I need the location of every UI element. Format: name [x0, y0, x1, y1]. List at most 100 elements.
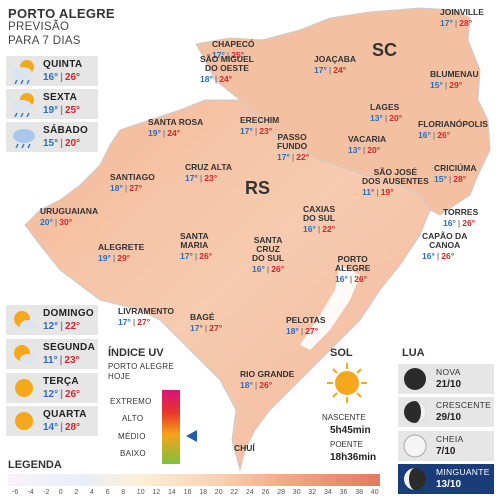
legend-value: 40: [370, 489, 379, 496]
forecast-temps: 12° | 26°: [43, 389, 81, 400]
city-temps: 11° | 19°: [362, 187, 394, 197]
sun-cloud-icon: [14, 311, 36, 330]
city-label: JOINVILLE: [440, 7, 484, 17]
rs-state-shape: [24, 99, 431, 472]
sun-icon: [327, 363, 367, 403]
city-label: PORTO ALEGRE: [335, 254, 371, 273]
legend-value: -2: [43, 489, 50, 496]
uv-scale-bar: [162, 390, 180, 464]
sunset-time: 18h36min: [330, 452, 377, 463]
city-temps: 17° | 23°: [185, 173, 218, 183]
uv-level-extremo: EXTREMO: [110, 397, 152, 406]
city-label: VACARIA: [348, 134, 387, 144]
city-temps: 16° | 26°: [418, 130, 451, 140]
sun-cloud-rain-icon: [12, 93, 34, 117]
city-label: SANTIAGO: [110, 172, 155, 182]
city-temps: 17° | 27°: [118, 317, 151, 327]
header-title: PORTO ALEGRE: [8, 6, 115, 21]
legend-value: 14: [168, 489, 176, 496]
state-label-sc: SC: [372, 40, 398, 60]
sunrise-time: 5h45min: [330, 425, 371, 436]
legend-value: 4: [90, 489, 94, 496]
city-label: JOAÇABA: [314, 54, 357, 64]
city-temps: 13° | 20°: [348, 145, 381, 155]
city-label: BAGÉ: [190, 312, 215, 322]
city-label: PASSO FUNDO: [277, 132, 308, 151]
crescent-moon-icon: [404, 401, 426, 423]
city-label: CRICIÚMA: [434, 163, 477, 173]
city-label: RIO GRANDE: [240, 369, 295, 379]
legend-value: 8: [121, 489, 126, 496]
city-temps: 17° | 23°: [240, 126, 273, 136]
city-label: LAGES: [370, 102, 400, 112]
city-temps: 18° | 27°: [110, 183, 143, 193]
forecast-day-name: SEXTA: [43, 92, 78, 103]
moon-phase: CRESCENTE 29/10: [398, 397, 494, 427]
uv-subtitle-1: PORTO ALEGRE: [108, 362, 174, 371]
cloud-rain-icon: [13, 129, 35, 149]
city-temps: 19° | 24°: [148, 128, 181, 138]
uv-marker: [186, 430, 197, 442]
legend-value: 20: [214, 489, 223, 496]
forecast-day-name: QUINTA: [43, 59, 83, 70]
uv-level-baixo: BAIXO: [120, 449, 146, 458]
state-label-rs: RS: [245, 178, 271, 198]
city-label: TORRES: [443, 207, 479, 217]
legend-value: 26: [261, 489, 270, 496]
city-temps: 16° | 26°: [335, 274, 368, 284]
city-temps: 15° | 29°: [430, 80, 463, 90]
sun-icon: [15, 379, 33, 397]
city-label: PELOTAS: [286, 315, 326, 325]
sun-title: SOL: [330, 347, 353, 359]
header-subtitle-1: PREVISÃO: [8, 21, 70, 33]
city-label: SÃO MIGUEL DO OESTE: [200, 54, 254, 73]
forecast-temps: 14° | 28°: [43, 422, 81, 433]
forecast-temps: 11° | 23°: [43, 355, 80, 366]
city-temps: 16° | 26°: [422, 251, 455, 261]
city-label: FLORIANÓPOLIS: [418, 119, 488, 129]
sunrise-label: NASCENTE: [322, 413, 366, 422]
city-temps: 17° | 28°: [440, 18, 473, 28]
moon-phase: NOVA 21/10: [398, 364, 494, 394]
forecast-day-name: SÁBADO: [43, 125, 89, 136]
legend-title: LEGENDA: [8, 459, 62, 471]
city-temps: 17° | 27°: [190, 323, 223, 333]
city-temps: 20° | 30°: [40, 217, 73, 227]
sun-cloud-icon: [14, 345, 36, 364]
city-temps: 15° | 28°: [434, 174, 467, 184]
city-temps: 17° | 25°: [212, 50, 245, 60]
legend-value: 18: [199, 489, 207, 496]
legend-value: 0: [58, 489, 63, 496]
city-temps: 17° | 22°: [277, 152, 310, 162]
forecast-day: QUARTA 14° | 28°: [6, 406, 98, 436]
forecast-temps: 19° | 25°: [43, 105, 81, 116]
lagoa-dos-patos: [300, 265, 360, 350]
city-label: SANTA ROSA: [148, 117, 204, 127]
legend-value: 36: [339, 489, 348, 496]
legend-value: -6: [12, 489, 19, 496]
legend-value: 16: [183, 489, 192, 496]
forecast-day-name: QUARTA: [43, 409, 87, 420]
legend-value: 28: [277, 489, 285, 496]
city-label: ERECHIM: [240, 115, 280, 125]
waning-moon-icon: [404, 468, 426, 490]
city-label: SANTA MARIA: [180, 231, 209, 250]
legend-value: 34: [324, 489, 332, 496]
new-moon-icon: [404, 368, 426, 390]
city-label: CHUÍ: [234, 443, 255, 453]
header-subtitle-2: PARA 7 DIAS: [8, 35, 81, 47]
forecast-day: DOMINGO 12° | 22°: [6, 305, 98, 335]
sun-icon: [15, 412, 33, 430]
forecast-day: SEGUNDA 11° | 23°: [6, 339, 98, 369]
forecast-temps: 16° | 26°: [43, 72, 81, 83]
legend-value: 22: [230, 489, 239, 496]
sun-cloud-rain-icon: [12, 60, 34, 84]
forecast-temps: 12° | 22°: [43, 321, 81, 332]
legend-value: -4: [27, 489, 34, 496]
city-label: BLUMENAU: [430, 69, 479, 79]
city-temps: 18° | 26°: [240, 380, 273, 390]
legend-value: 12: [152, 489, 161, 496]
city-label: CRUZ ALTA: [185, 162, 233, 172]
city-temps: 16° | 22°: [303, 224, 336, 234]
legend-value: 10: [136, 489, 145, 496]
